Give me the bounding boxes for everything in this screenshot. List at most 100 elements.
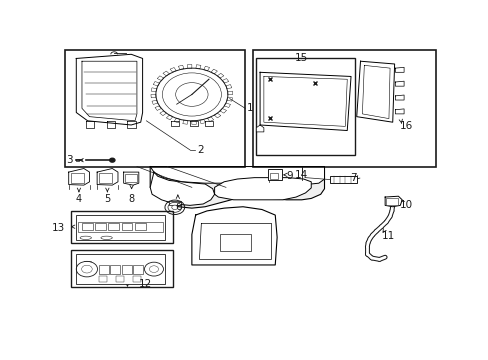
Circle shape xyxy=(109,158,115,162)
Polygon shape xyxy=(224,103,230,108)
Polygon shape xyxy=(178,65,183,69)
Polygon shape xyxy=(191,207,277,265)
Polygon shape xyxy=(200,119,205,124)
Bar xyxy=(116,276,123,282)
Text: 14: 14 xyxy=(295,170,308,180)
Polygon shape xyxy=(68,168,89,185)
Bar xyxy=(70,250,173,287)
Bar xyxy=(269,174,277,179)
Polygon shape xyxy=(155,106,161,111)
Polygon shape xyxy=(183,120,187,124)
Bar xyxy=(99,276,106,282)
Bar xyxy=(95,223,105,230)
Polygon shape xyxy=(153,81,159,86)
Bar xyxy=(135,223,145,230)
Polygon shape xyxy=(166,115,172,120)
Bar xyxy=(267,169,282,180)
Polygon shape xyxy=(151,94,156,98)
Text: 16: 16 xyxy=(400,121,413,131)
Polygon shape xyxy=(199,223,271,260)
Polygon shape xyxy=(256,125,264,132)
Polygon shape xyxy=(150,167,324,208)
Bar xyxy=(133,265,142,274)
Polygon shape xyxy=(189,121,198,126)
Text: 13: 13 xyxy=(52,222,65,233)
Bar xyxy=(65,50,244,167)
Polygon shape xyxy=(211,69,217,74)
Polygon shape xyxy=(150,172,214,205)
Bar xyxy=(99,174,112,183)
Text: 7: 7 xyxy=(349,173,356,183)
Polygon shape xyxy=(385,196,401,207)
Polygon shape xyxy=(160,111,166,116)
Polygon shape xyxy=(82,61,137,121)
Bar xyxy=(70,211,173,243)
Bar xyxy=(76,254,165,284)
Polygon shape xyxy=(171,121,179,126)
Polygon shape xyxy=(220,108,226,113)
Polygon shape xyxy=(395,81,403,86)
Polygon shape xyxy=(123,172,139,185)
Text: 11: 11 xyxy=(381,231,394,241)
Polygon shape xyxy=(227,91,232,94)
Polygon shape xyxy=(191,121,196,125)
Polygon shape xyxy=(203,66,209,71)
Bar xyxy=(220,234,250,251)
Polygon shape xyxy=(222,78,228,83)
Bar xyxy=(82,223,92,230)
Polygon shape xyxy=(151,88,157,91)
Bar xyxy=(386,198,398,204)
Polygon shape xyxy=(260,72,350,131)
Bar xyxy=(329,176,356,183)
Bar xyxy=(256,58,354,156)
Bar xyxy=(122,223,132,230)
Bar xyxy=(99,265,109,274)
Text: 6: 6 xyxy=(175,202,182,212)
Polygon shape xyxy=(127,121,136,128)
Polygon shape xyxy=(205,121,213,126)
Polygon shape xyxy=(217,73,224,78)
Polygon shape xyxy=(150,167,324,185)
Polygon shape xyxy=(106,121,115,128)
Text: 1: 1 xyxy=(246,103,253,113)
Text: 5: 5 xyxy=(104,194,110,204)
Text: 2: 2 xyxy=(196,145,203,155)
Polygon shape xyxy=(196,65,201,69)
Polygon shape xyxy=(169,201,180,205)
Polygon shape xyxy=(395,109,403,114)
Bar xyxy=(76,215,165,240)
Polygon shape xyxy=(214,113,221,118)
Bar xyxy=(76,159,79,161)
Circle shape xyxy=(175,83,208,106)
Polygon shape xyxy=(226,98,232,101)
Polygon shape xyxy=(395,95,403,100)
Polygon shape xyxy=(362,66,389,118)
Polygon shape xyxy=(97,168,118,185)
Polygon shape xyxy=(225,85,231,89)
Text: 15: 15 xyxy=(295,53,308,63)
Text: 9: 9 xyxy=(286,171,293,181)
Text: 4: 4 xyxy=(76,194,82,204)
Text: 10: 10 xyxy=(400,201,412,210)
Polygon shape xyxy=(356,61,394,122)
Polygon shape xyxy=(187,64,191,68)
Polygon shape xyxy=(85,121,94,128)
Text: 3: 3 xyxy=(65,155,72,165)
Bar xyxy=(122,265,131,274)
Polygon shape xyxy=(152,100,158,104)
Bar xyxy=(70,174,84,183)
Bar xyxy=(78,222,163,232)
Polygon shape xyxy=(174,118,180,123)
Polygon shape xyxy=(264,76,346,126)
Polygon shape xyxy=(163,71,169,76)
Bar xyxy=(108,223,119,230)
Circle shape xyxy=(171,205,178,210)
Bar xyxy=(133,276,141,282)
Polygon shape xyxy=(395,67,403,72)
Polygon shape xyxy=(76,54,142,125)
Bar xyxy=(124,174,137,182)
Polygon shape xyxy=(207,117,213,121)
Bar xyxy=(110,265,120,274)
Polygon shape xyxy=(214,177,311,200)
Polygon shape xyxy=(157,76,163,81)
